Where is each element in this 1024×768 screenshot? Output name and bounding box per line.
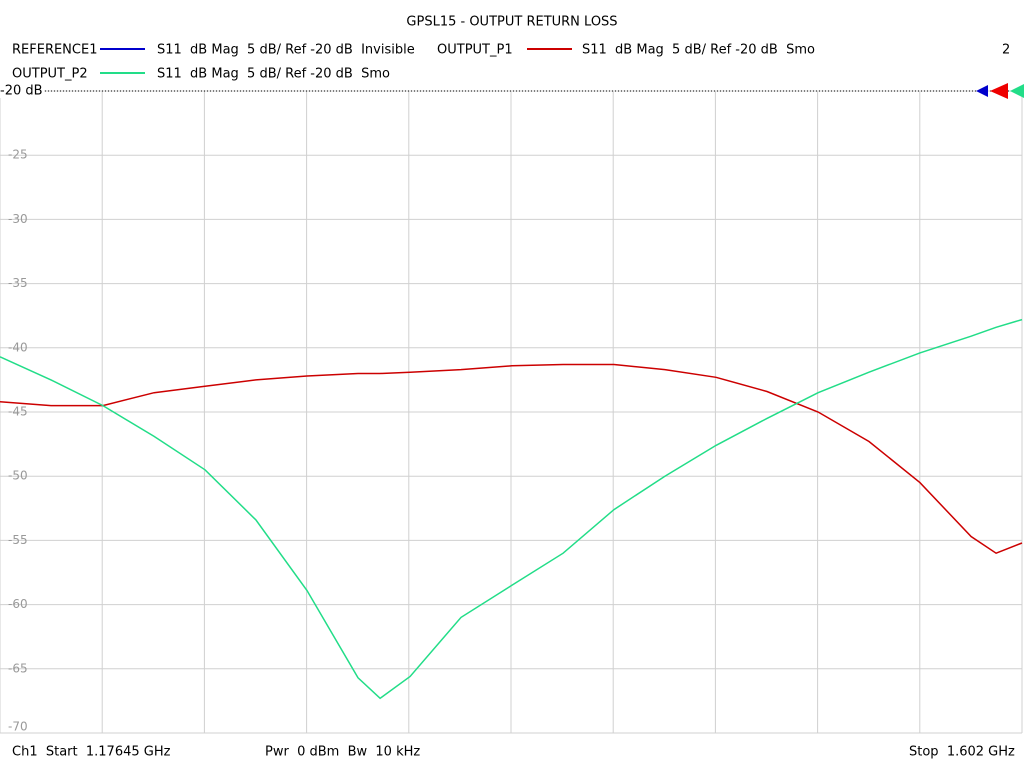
power-label: Pwr 0 dBm Bw 10 kHz bbox=[265, 745, 420, 760]
chart-title: GPSL15 - OUTPUT RETURN LOSS bbox=[406, 15, 617, 30]
window-number: 2 bbox=[1002, 43, 1010, 58]
legend-description: S11 dB Mag 5 dB/ Ref -20 dB Smo bbox=[157, 67, 390, 82]
series-line bbox=[0, 363, 1023, 555]
y-tick-label: -50 bbox=[8, 469, 28, 483]
stop-label: Stop 1.602 GHz bbox=[909, 745, 1015, 760]
y-tick-label: -70 bbox=[8, 720, 28, 734]
y-tick-label: -25 bbox=[8, 148, 28, 162]
y-tick-label: -65 bbox=[8, 661, 28, 675]
series-line bbox=[0, 318, 1023, 700]
legend-label: REFERENCE1 bbox=[12, 43, 97, 58]
y-tick-label: -45 bbox=[8, 405, 28, 419]
reference-marker bbox=[1010, 84, 1024, 98]
legend-description: S11 dB Mag 5 dB/ Ref -20 dB Invisible bbox=[157, 43, 415, 58]
legend-description: S11 dB Mag 5 dB/ Ref -20 dB Smo bbox=[582, 43, 815, 58]
y-tick-label: -55 bbox=[8, 533, 28, 547]
y-tick-label: -35 bbox=[8, 276, 28, 290]
reference-marker bbox=[990, 83, 1008, 99]
y-tick-label: -40 bbox=[8, 340, 28, 354]
legend-label: OUTPUT_P1 bbox=[437, 43, 513, 58]
y-tick-label: -30 bbox=[8, 212, 28, 226]
reference-label-bg bbox=[0, 84, 44, 98]
legend-label: OUTPUT_P2 bbox=[12, 67, 88, 82]
y-tick-label: -60 bbox=[8, 597, 28, 611]
start-label: Ch1 Start 1.17645 GHz bbox=[12, 745, 171, 760]
reference-label: -20 dB bbox=[0, 84, 43, 99]
reference-marker bbox=[976, 85, 988, 97]
